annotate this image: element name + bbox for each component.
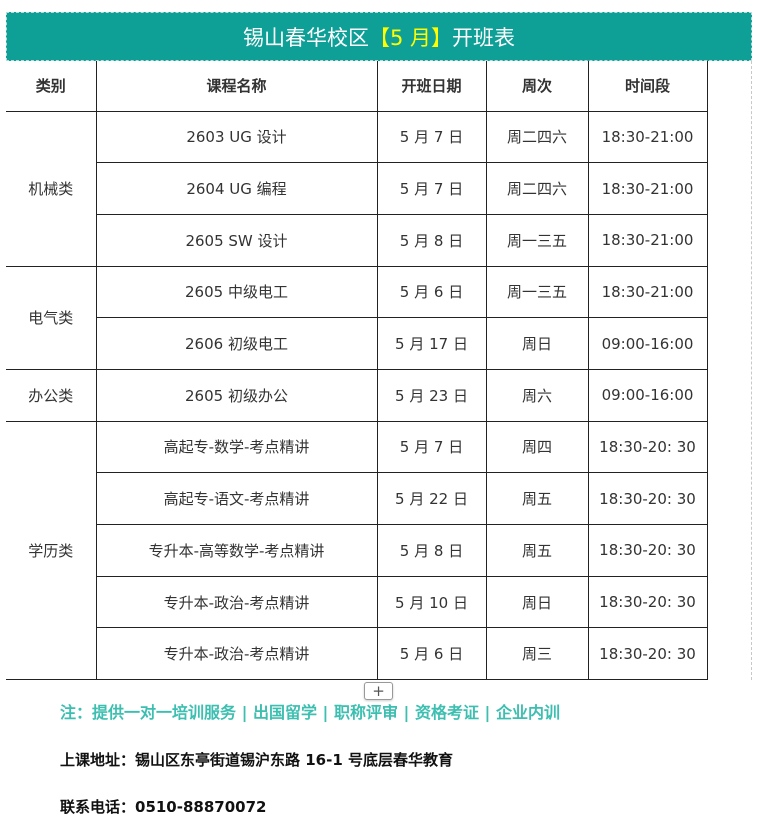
course-name: 2605 初级办公 [95,368,378,422]
time-slot: 09:00-16:00 [587,368,708,422]
table-row: 专升本-政治-考点精讲 5 月 6 日周三 18:30-20: 30 [6,627,708,681]
table-row: 2605 SW 设计 5 月 8 日周一三五 18:30-21:00 [6,213,708,267]
table-frame [6,61,752,680]
header-row: 类别 课程名称 开班日期 周次 时间段 [6,61,708,112]
weekdays: 周二四六 [485,162,589,215]
course-name: 高起专-数学-考点精讲 [95,420,378,474]
course-name: 专升本-政治-考点精讲 [96,575,378,629]
column-header: 类别 [6,61,97,112]
weekdays: 周五 [485,472,589,525]
course-name: 高起专-语文-考点精讲 [96,472,378,525]
start-date: 5 月 17 日 [376,317,487,370]
weekdays: 周二四六 [485,110,589,164]
column-header: 课程名称 [95,61,378,112]
course-name: 专升本-高等数学-考点精讲 [96,524,378,577]
table-row: 2604 UG 编程 5 月 7 日周二四六 18:30-21:00 [6,162,708,215]
title-suffix: 开班表 [452,25,516,50]
category-cell: 办公类 [6,368,97,422]
start-date: 5 月 8 日 [376,524,487,577]
start-date: 5 月 7 日 [376,162,487,215]
weekdays: 周一三五 [485,213,589,267]
phone: 联系电话：0510-88870072 [60,798,267,816]
time-slot: 18:30-21:00 [587,162,708,215]
start-date: 5 月 7 日 [376,420,487,474]
start-date: 5 月 22 日 [376,472,487,525]
category-cell: 电气类 [6,265,97,370]
time-slot: 09:00-16:00 [587,317,708,370]
add-button[interactable]: + [364,682,393,700]
table-row: 专升本-高等数学-考点精讲 5 月 8 日周五 18:30-20: 30 [6,524,708,577]
time-slot: 18:30-20: 30 [587,627,708,681]
services-note: 注：提供一对一培训服务 | 出国留学 | 职称评审 | 资格考证 | 企业内训 [60,703,560,722]
time-slot: 18:30-21:00 [587,110,708,164]
time-slot: 18:30-20: 30 [587,472,708,525]
course-name: 2605 中级电工 [95,265,378,319]
weekdays: 周四 [485,420,589,474]
time-slot: 18:30-20: 30 [587,420,708,474]
start-date: 5 月 7 日 [376,110,487,164]
weekdays: 周三 [485,627,589,681]
title-prefix: 锡山春华校区 [242,25,369,50]
course-name: 2605 SW 设计 [96,213,378,267]
course-name: 2606 初级电工 [96,317,378,370]
column-header: 时间段 [587,61,708,112]
start-date: 5 月 10 日 [376,575,487,629]
table-row: 高起专-语文-考点精讲 5 月 22 日周五 18:30-20: 30 [6,472,708,525]
table-row: 办公类 2605 初级办公 5 月 23 日周六 09:00-16:00 [6,368,708,422]
category-cell: 机械类 [6,110,97,267]
course-name: 专升本-政治-考点精讲 [96,627,378,681]
weekdays: 周五 [485,524,589,577]
category-cell: 学历类 [6,420,97,681]
page-title: 锡山春华校区 【5 月】 开班表 [6,12,752,61]
time-slot: 18:30-21:00 [587,213,708,267]
weekdays: 周一三五 [485,265,589,319]
time-slot: 18:30-21:00 [587,265,708,319]
table-row: 2606 初级电工 5 月 17 日周日 09:00-16:00 [6,317,708,370]
weekdays: 周日 [485,317,589,370]
start-date: 5 月 6 日 [376,627,487,681]
start-date: 5 月 8 日 [376,213,487,267]
table-row: 电气类 2605 中级电工 5 月 6 日周一三五 18:30-21:00 [6,265,708,370]
table-row: 学历类 高起专-数学-考点精讲 5 月 7 日周四 18:30-20: 30 [6,420,708,681]
title-month: 【5 月】 [368,25,453,50]
start-date: 5 月 23 日 [376,368,487,422]
course-name: 2603 UG 设计 [95,110,378,164]
table-row: 机械类 2603 UG 设计 5 月 7 日周二四六 18:30-21:00 [6,110,708,267]
course-name: 2604 UG 编程 [96,162,378,215]
time-slot: 18:30-20: 30 [587,575,708,629]
column-header: 周次 [485,61,589,112]
weekdays: 周日 [485,575,589,629]
time-slot: 18:30-20: 30 [587,524,708,577]
weekdays: 周六 [485,368,589,422]
table-row: 专升本-政治-考点精讲 5 月 10 日周日 18:30-20: 30 [6,575,708,629]
address: 上课地址：锡山区东亭街道锡沪东路 16-1 号底层春华教育 [60,751,453,769]
start-date: 5 月 6 日 [376,265,487,319]
schedule-table: 类别 课程名称 开班日期 周次 时间段 机械类 2603 UG 设计 5 月 7 日周二四六… [6,61,708,681]
column-header: 开班日期 [376,61,487,112]
